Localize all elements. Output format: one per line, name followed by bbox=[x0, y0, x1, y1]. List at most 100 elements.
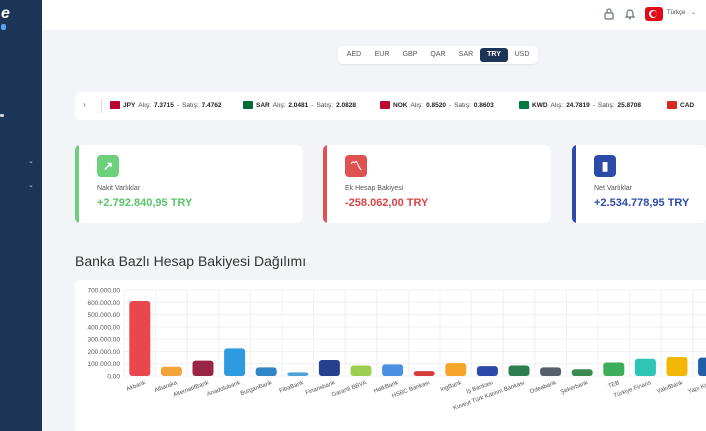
x-tick-label: BurganBank bbox=[240, 380, 274, 397]
section-title: Banka Bazlı Hesap Bakiyesi Dağılımı bbox=[75, 253, 307, 269]
bar-hsbc-bankası bbox=[413, 371, 435, 376]
chevron-down-icon[interactable]: ⌄ bbox=[28, 158, 34, 165]
currency-code: NOK bbox=[393, 101, 408, 109]
kwd-flag-icon bbox=[519, 101, 529, 109]
bar-türkiye-finans bbox=[634, 358, 656, 376]
currency-tabs: AED EUR GBP QAR SAR TRY USD bbox=[338, 46, 538, 64]
ticker-item-cad: CAD bbox=[667, 101, 694, 109]
card-value: +2.534.778,95 TRY bbox=[594, 197, 690, 209]
tab-try[interactable]: TRY bbox=[480, 48, 508, 62]
bar-burganbank bbox=[255, 367, 277, 376]
summary-card[interactable]: ▮ Net Varlıklar +2.534.778,95 TRY bbox=[572, 145, 706, 223]
language-selector[interactable]: Türkçe bbox=[667, 10, 686, 16]
sell-value: 7.4762 bbox=[201, 101, 222, 109]
ticker-item-kwd: KWD Alış: 24.7819- Satış: 25.8708 bbox=[519, 101, 641, 109]
bar-şekerbank bbox=[571, 369, 593, 376]
nok-flag-icon bbox=[380, 101, 390, 109]
buy-value: 7.3715 bbox=[153, 101, 174, 109]
trend-chart-icon: 〽 bbox=[345, 155, 367, 177]
bar-odeabank bbox=[540, 367, 562, 376]
card-value: +2.792.840,95 TRY bbox=[97, 197, 193, 209]
x-tick-label: Akbank bbox=[126, 380, 148, 393]
x-tick-label: TEB bbox=[607, 380, 620, 390]
bar-ingbank bbox=[445, 363, 467, 376]
x-tick-label: AlternatifBank bbox=[173, 380, 211, 399]
sidebar: e ⌄ ⌄ bbox=[0, 0, 42, 431]
bell-icon[interactable] bbox=[623, 7, 637, 21]
bar-vakıfbank bbox=[666, 356, 688, 376]
buy-value: 0.8520 bbox=[426, 101, 446, 109]
x-tick-label: Garanti BBVA bbox=[331, 380, 368, 398]
tab-gbp[interactable]: GBP bbox=[402, 51, 418, 58]
sell-value: 25.8708 bbox=[617, 101, 641, 109]
card-accent-bar bbox=[75, 145, 79, 223]
bar-finansbank bbox=[318, 360, 340, 376]
logo-accent bbox=[1, 24, 6, 30]
sell-value: 0.8603 bbox=[473, 101, 494, 109]
currency-code: SAR bbox=[256, 101, 270, 109]
card-label: Ek Hesap Bakiyesi bbox=[345, 185, 404, 192]
x-tick-label: Anadolubank bbox=[206, 380, 242, 398]
x-tick-label: Yapı Kredi bbox=[687, 380, 706, 395]
bar-albaraka bbox=[160, 366, 182, 376]
tab-usd[interactable]: USD bbox=[514, 51, 530, 58]
y-tick-label: 0,00 bbox=[107, 374, 120, 381]
separator: - bbox=[592, 101, 595, 109]
sell-label: Satış: bbox=[597, 101, 615, 109]
bar-kuveyt-türk-katılım-bankası bbox=[508, 365, 530, 376]
bank-balance-chart: 700.000,00 600.000,00 500.000,00 400.000,00… bbox=[75, 280, 706, 431]
y-tick-label: 600.000,00 bbox=[87, 300, 120, 307]
buy-label: Alış: bbox=[138, 101, 151, 109]
divider bbox=[101, 99, 102, 113]
bar-chart-icon: ▮ bbox=[594, 155, 616, 177]
jpy-flag-icon bbox=[110, 101, 120, 109]
sell-value: 2.0828 bbox=[336, 101, 356, 109]
ticker-item-jpy: JPY Alış: 7.3715- Satış: 7.4762 bbox=[110, 101, 222, 109]
tab-eur[interactable]: EUR bbox=[374, 51, 390, 58]
buy-value: 24.7819 bbox=[566, 101, 590, 109]
tab-aed[interactable]: AED bbox=[346, 51, 362, 58]
sell-label: Satış: bbox=[454, 101, 471, 109]
bar-alternatifbank bbox=[192, 360, 214, 376]
trend-up-icon: ↗ bbox=[97, 155, 119, 177]
currency-code: CAD bbox=[680, 101, 695, 109]
bar-fibabank bbox=[287, 372, 309, 376]
separator: - bbox=[311, 101, 314, 109]
chevron-down-icon[interactable]: ⌄ bbox=[28, 182, 34, 189]
sidebar-item-marker[interactable] bbox=[0, 114, 4, 117]
bar-teb bbox=[603, 362, 625, 376]
currency-code: JPY bbox=[123, 101, 136, 109]
x-tick-label: IngBank bbox=[440, 380, 464, 394]
x-tick-label: Odeabank bbox=[529, 380, 558, 395]
bar-garanti-bbva bbox=[350, 365, 372, 376]
ticker-item-nok: NOK Alış: 0.8520- Satış: 0.8603 bbox=[380, 101, 494, 109]
chevron-down-icon[interactable]: ⌄ bbox=[691, 10, 697, 16]
y-tick-label: 500.000,00 bbox=[87, 312, 120, 319]
card-label: Nakit Varlıklar bbox=[97, 185, 141, 192]
x-tick-label: VakıfBank bbox=[656, 380, 684, 395]
y-tick-label: 400.000,00 bbox=[87, 324, 120, 331]
card-accent-bar bbox=[572, 145, 576, 223]
x-tick-label: Şekerbank bbox=[560, 380, 590, 396]
y-tick-label: 200.000,00 bbox=[87, 349, 120, 356]
app-logo[interactable]: e bbox=[1, 5, 10, 22]
top-bar bbox=[42, 0, 706, 30]
y-tick-label: 300.000,00 bbox=[87, 337, 120, 344]
separator: - bbox=[176, 101, 180, 109]
x-tick-label: FibaBank bbox=[279, 380, 306, 395]
sell-label: Satış: bbox=[316, 101, 334, 109]
summary-card[interactable]: ↗ Nakit Varlıklar +2.792.840,95 TRY bbox=[75, 145, 303, 223]
lock-icon[interactable] bbox=[602, 7, 616, 21]
sar-flag-icon bbox=[243, 101, 253, 109]
summary-card[interactable]: 〽 Ek Hesap Bakiyesi -258.062,00 TRY bbox=[323, 145, 551, 223]
bar-halkbank bbox=[382, 364, 404, 376]
y-tick-label: 100.000,00 bbox=[87, 361, 120, 368]
bar-anadolubank bbox=[224, 348, 246, 376]
turkey-flag-icon[interactable] bbox=[645, 7, 663, 21]
tab-sar[interactable]: SAR bbox=[458, 51, 474, 58]
chevron-right-icon[interactable]: › bbox=[83, 100, 86, 109]
tab-qar[interactable]: QAR bbox=[430, 51, 446, 58]
separator: - bbox=[449, 101, 452, 109]
bar-akbank bbox=[129, 301, 151, 376]
bar-i̇ş-bankası bbox=[476, 366, 498, 376]
